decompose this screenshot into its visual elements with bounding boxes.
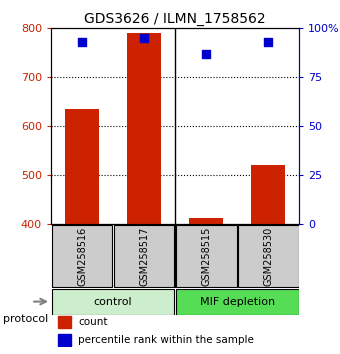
Text: protocol: protocol (3, 314, 49, 324)
Bar (52, 225, 113, 287)
Bar (127, 33, 161, 224)
Point (141, 35, 147, 41)
Text: count: count (78, 317, 108, 327)
Text: GSM258530: GSM258530 (263, 227, 273, 286)
Text: MIF depletion: MIF depletion (200, 297, 275, 307)
Text: control: control (94, 297, 132, 307)
Bar (251, 165, 285, 224)
Bar (65, 109, 99, 224)
Text: GSM258516: GSM258516 (77, 227, 87, 286)
Point (266, 39, 271, 45)
Bar (176, 225, 237, 287)
Bar (58, 316, 71, 328)
Title: GDS3626 / ILMN_1758562: GDS3626 / ILMN_1758562 (84, 12, 266, 26)
Bar (189, 218, 223, 224)
Point (203, 51, 209, 57)
Bar (58, 334, 71, 346)
Text: GSM258517: GSM258517 (139, 227, 149, 286)
Bar (114, 225, 174, 287)
Bar (176, 289, 299, 314)
Bar (52, 289, 174, 314)
Point (79, 39, 85, 45)
Bar (238, 225, 299, 287)
Text: GSM258515: GSM258515 (201, 227, 211, 286)
Text: percentile rank within the sample: percentile rank within the sample (78, 335, 254, 345)
